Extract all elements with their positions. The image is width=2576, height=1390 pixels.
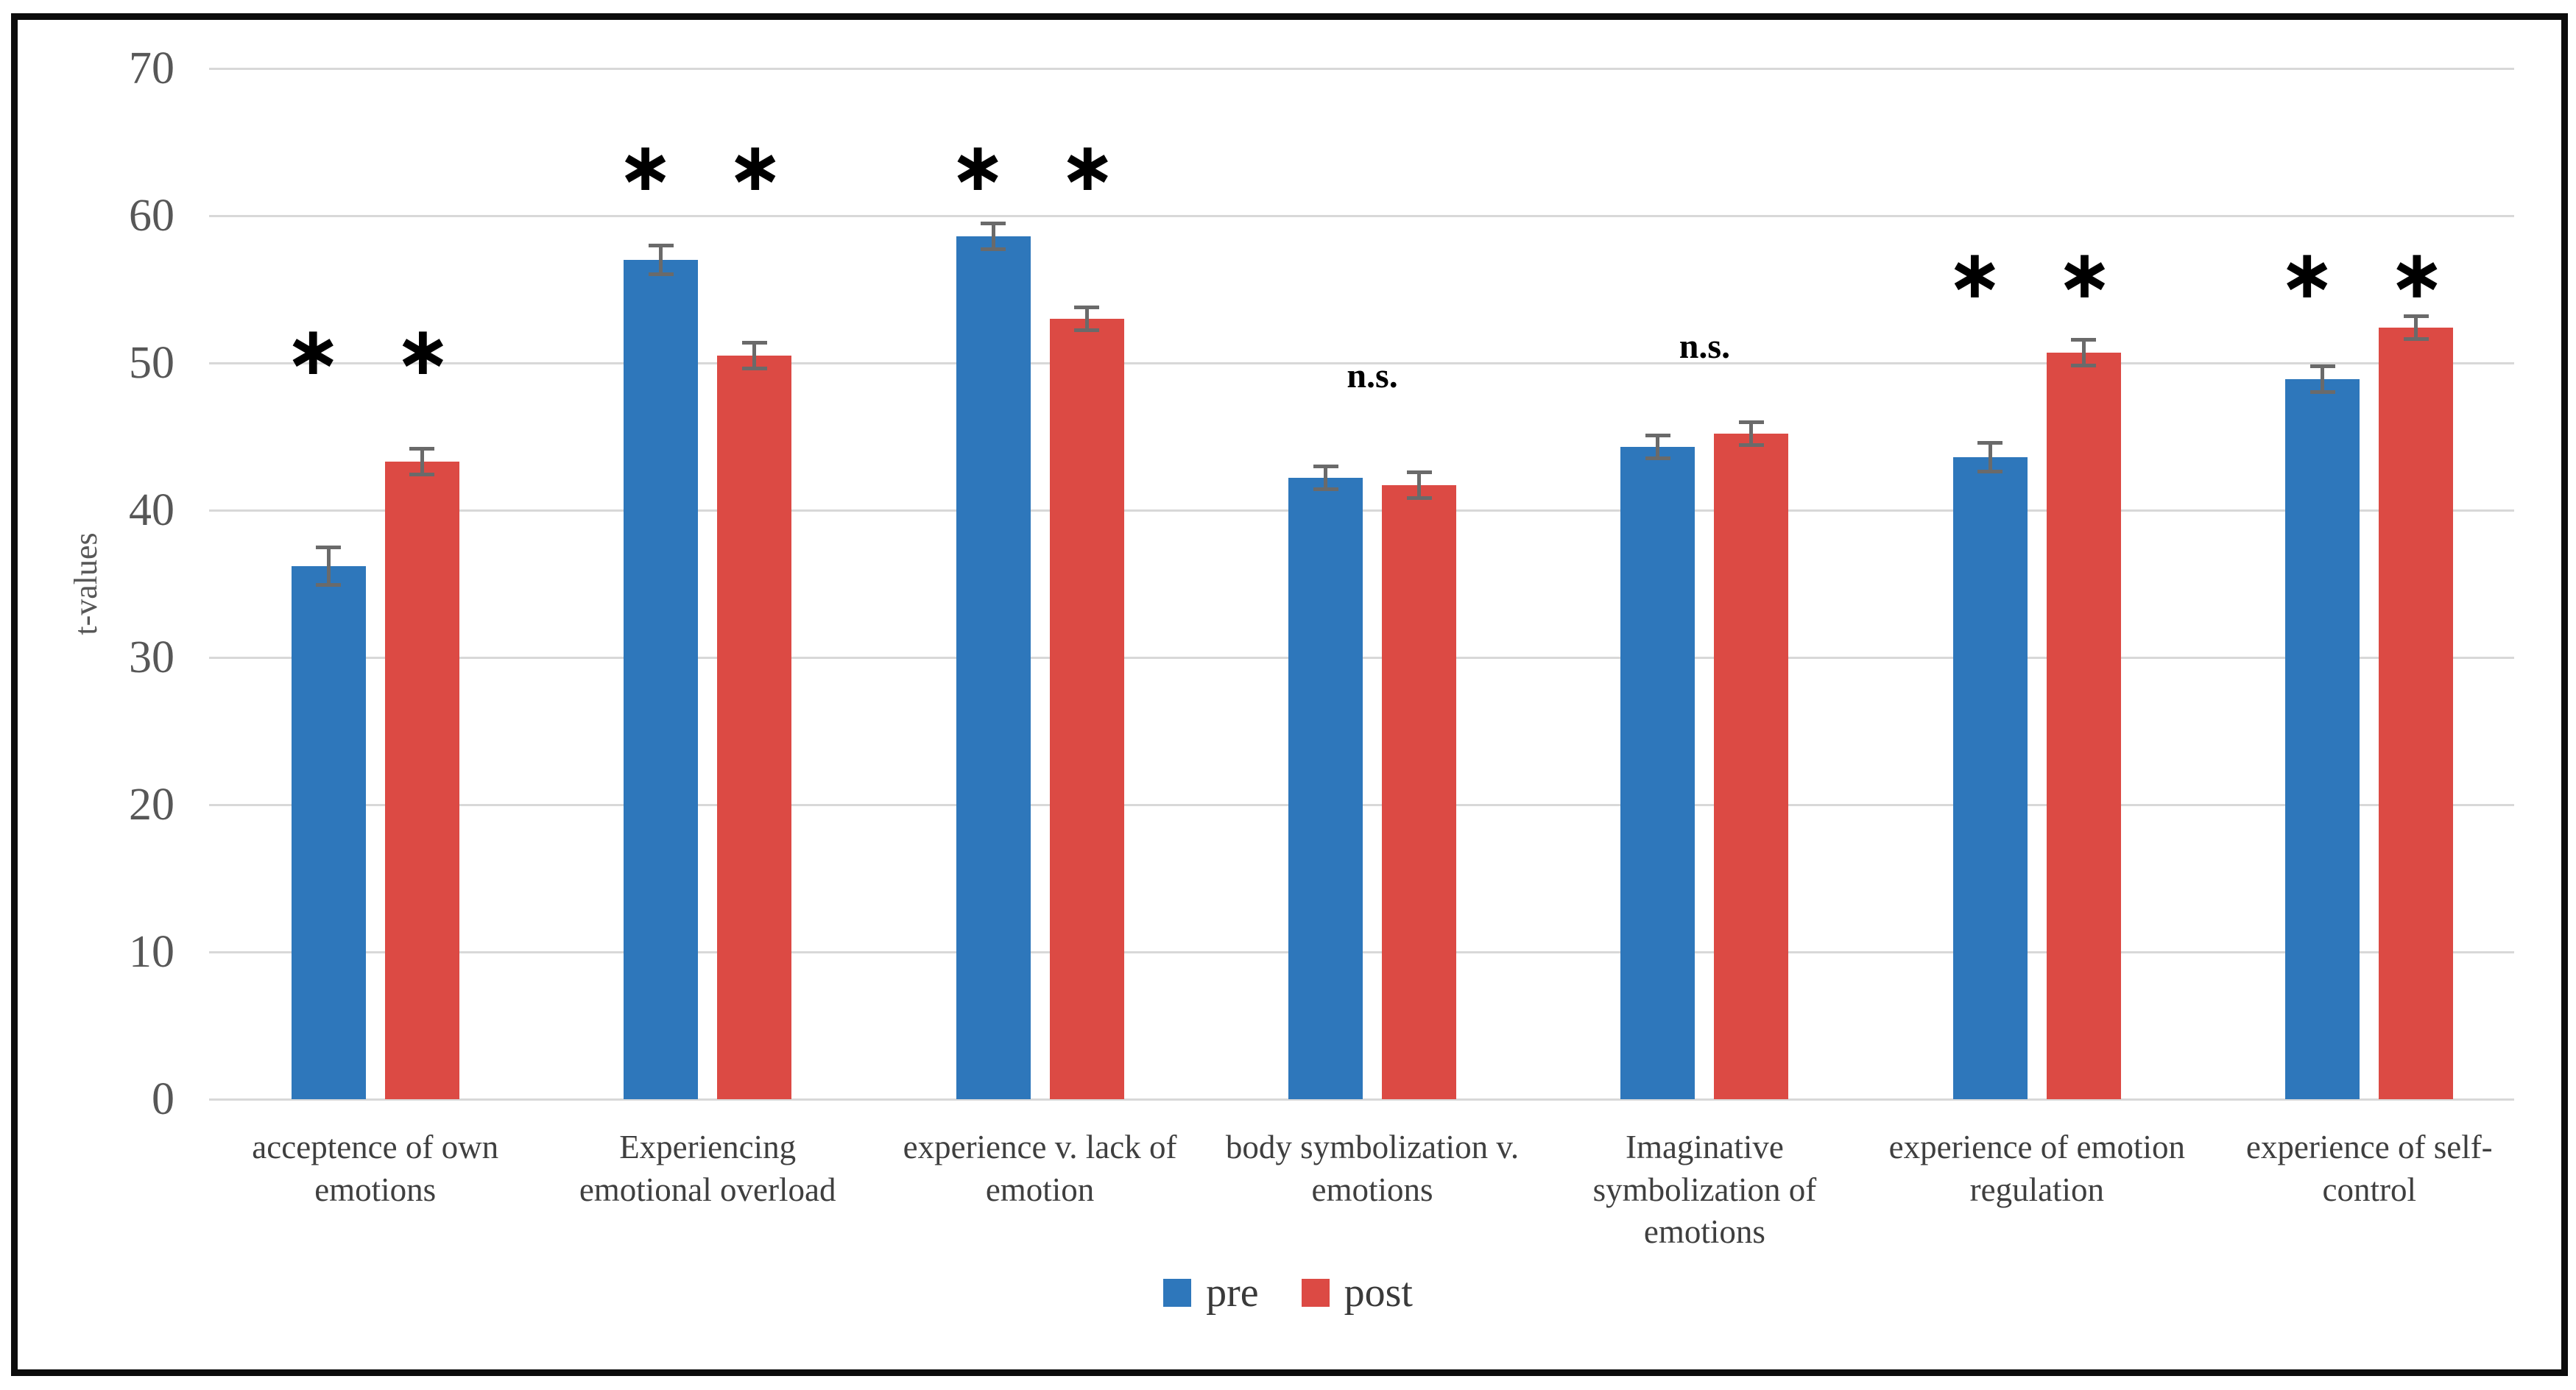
bar-pre-5 bbox=[1952, 457, 2028, 1099]
error-bar-cap-bottom-post-4 bbox=[1738, 443, 1764, 447]
error-bar-cap-top-pre-1 bbox=[648, 244, 674, 247]
error-bar-cap-bottom-post-5 bbox=[2071, 364, 2097, 367]
error-bar-post-4 bbox=[1749, 422, 1754, 445]
error-bar-post-3 bbox=[1417, 472, 1421, 498]
figure-frame bbox=[11, 13, 2568, 1376]
sig-marker-5: ∗ ∗ bbox=[1946, 235, 2128, 314]
error-bar-post-0 bbox=[420, 448, 424, 475]
error-bar-post-6 bbox=[2414, 316, 2418, 339]
sig-marker-0: ∗ ∗ bbox=[284, 311, 466, 390]
error-bar-cap-bottom-pre-2 bbox=[981, 247, 1006, 251]
error-bar-post-2 bbox=[1084, 307, 1089, 331]
bar-post-1 bbox=[717, 356, 792, 1099]
error-bar-cap-top-pre-2 bbox=[981, 222, 1006, 225]
category-label-6: experience of self- control bbox=[2245, 1129, 2493, 1208]
gridline-50 bbox=[209, 362, 2514, 364]
bar-post-2 bbox=[1049, 319, 1124, 1099]
y-tick-label-70: 70 bbox=[129, 43, 174, 94]
bar-pre-4 bbox=[1620, 447, 1695, 1099]
sig-marker-1: ∗ ∗ bbox=[617, 127, 799, 206]
y-tick-label-60: 60 bbox=[129, 191, 174, 241]
error-bar-cap-top-post-4 bbox=[1738, 420, 1764, 424]
error-bar-post-5 bbox=[2081, 339, 2086, 366]
error-bar-cap-top-post-2 bbox=[1074, 306, 1100, 309]
error-bar-cap-bottom-pre-0 bbox=[316, 583, 342, 587]
error-bar-cap-top-pre-6 bbox=[2309, 364, 2335, 368]
bar-pre-1 bbox=[624, 260, 699, 1099]
y-tick-label-50: 50 bbox=[129, 338, 174, 388]
category-label-3: body symbolization v. emotions bbox=[1225, 1129, 1520, 1208]
error-bar-cap-bottom-pre-1 bbox=[648, 272, 674, 276]
legend-swatch-post bbox=[1301, 1279, 1330, 1307]
bar-pre-0 bbox=[291, 566, 366, 1099]
y-tick-label-20: 20 bbox=[129, 780, 174, 830]
legend-item-pre: pre bbox=[1163, 1272, 1259, 1313]
bar-post-4 bbox=[1714, 434, 1789, 1099]
error-bar-cap-top-pre-4 bbox=[1645, 434, 1670, 437]
legend-label-post: post bbox=[1344, 1270, 1413, 1316]
error-bar-cap-top-post-0 bbox=[409, 447, 435, 451]
category-label-1: Experiencing emotional overload bbox=[579, 1129, 836, 1208]
sig-marker-2: ∗ ∗ bbox=[949, 127, 1131, 206]
bar-pre-6 bbox=[2285, 379, 2360, 1099]
legend: pre post bbox=[0, 1272, 2576, 1313]
error-bar-pre-4 bbox=[1656, 435, 1660, 459]
error-bar-pre-1 bbox=[659, 245, 663, 275]
error-bar-cap-top-pre-0 bbox=[316, 546, 342, 549]
y-tick-label-10: 10 bbox=[129, 927, 174, 977]
error-bar-cap-bottom-post-6 bbox=[2403, 337, 2429, 341]
gridline-70 bbox=[209, 68, 2514, 70]
category-label-5: experience of emotion regulation bbox=[1888, 1129, 2185, 1208]
bar-post-0 bbox=[384, 462, 459, 1099]
error-bar-cap-bottom-post-0 bbox=[409, 473, 435, 476]
gridline-60 bbox=[209, 215, 2514, 217]
bar-post-3 bbox=[1382, 485, 1456, 1099]
error-bar-pre-3 bbox=[1324, 466, 1327, 490]
sig-marker-4: n.s. bbox=[1679, 327, 1731, 366]
error-bar-cap-top-post-5 bbox=[2071, 338, 2097, 342]
error-bar-pre-6 bbox=[2321, 366, 2325, 392]
error-bar-cap-bottom-pre-6 bbox=[2309, 390, 2335, 394]
category-label-0: acceptence of own emotions bbox=[252, 1129, 499, 1208]
bar-post-5 bbox=[2046, 353, 2121, 1099]
bar-pre-3 bbox=[1288, 478, 1363, 1099]
error-bar-cap-top-pre-3 bbox=[1313, 465, 1338, 468]
error-bar-cap-bottom-pre-5 bbox=[1977, 470, 2003, 473]
legend-label-pre: pre bbox=[1206, 1270, 1259, 1316]
y-tick-label-30: 30 bbox=[129, 632, 174, 682]
category-label-4: Imaginative symbolization of emotions bbox=[1592, 1129, 1817, 1251]
bar-pre-2 bbox=[956, 236, 1031, 1099]
legend-item-post: post bbox=[1301, 1270, 1413, 1316]
error-bar-cap-top-post-1 bbox=[741, 341, 767, 345]
error-bar-cap-top-post-3 bbox=[1406, 470, 1432, 474]
error-bar-cap-bottom-pre-3 bbox=[1313, 487, 1338, 491]
category-label-2: experience v. lack of emotion bbox=[903, 1129, 1177, 1208]
error-bar-post-1 bbox=[752, 342, 757, 369]
gridline-0 bbox=[209, 1098, 2514, 1101]
error-bar-cap-bottom-pre-4 bbox=[1645, 456, 1670, 460]
legend-swatch-pre bbox=[1163, 1279, 1192, 1307]
sig-marker-3: n.s. bbox=[1347, 356, 1398, 395]
error-bar-cap-bottom-post-2 bbox=[1074, 328, 1100, 332]
error-bar-pre-5 bbox=[1988, 442, 1992, 472]
error-bar-cap-bottom-post-1 bbox=[741, 367, 767, 370]
bar-post-6 bbox=[2379, 328, 2454, 1099]
error-bar-cap-top-pre-5 bbox=[1977, 441, 2003, 445]
y-tick-label-0: 0 bbox=[152, 1074, 174, 1124]
error-bar-pre-2 bbox=[991, 223, 995, 250]
y-axis-title: t-values bbox=[68, 532, 104, 635]
sig-marker-6: ∗ ∗ bbox=[2279, 235, 2460, 314]
error-bar-cap-bottom-post-3 bbox=[1406, 496, 1432, 500]
error-bar-pre-0 bbox=[326, 547, 331, 585]
error-bar-cap-top-post-6 bbox=[2403, 314, 2429, 318]
y-tick-label-40: 40 bbox=[129, 485, 174, 535]
